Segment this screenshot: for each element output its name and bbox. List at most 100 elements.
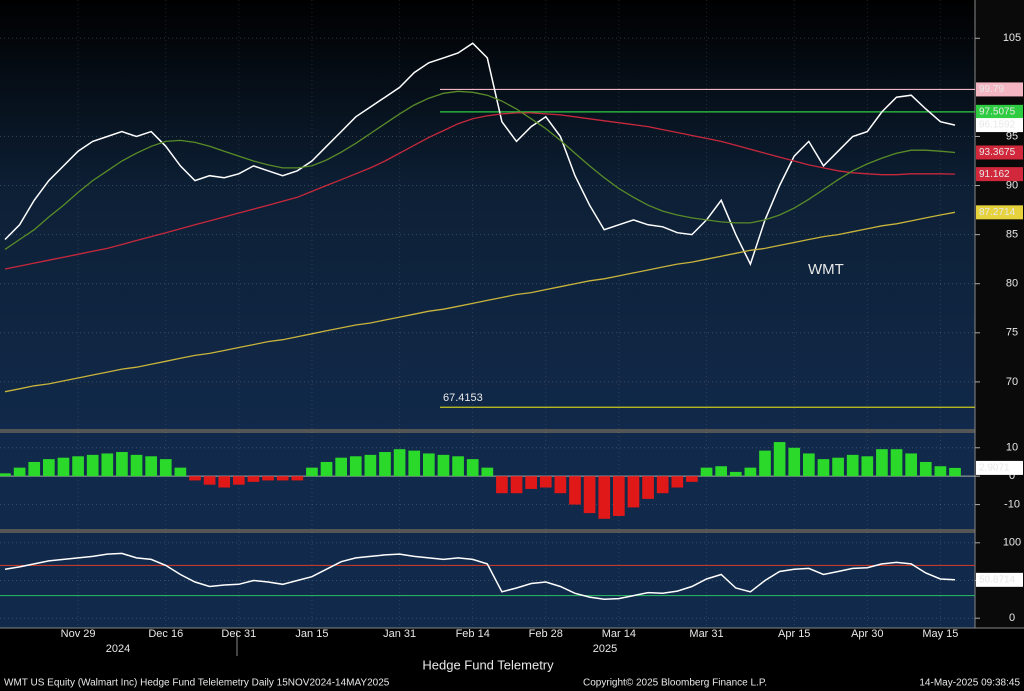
last-value-label: 87.2714 (979, 207, 1016, 218)
y-tick-label: 85 (1006, 229, 1018, 241)
footer-right: 14-May-2025 09:38:45 (919, 678, 1020, 689)
price-line (4, 552, 956, 601)
hist-bar (510, 476, 523, 494)
last-value-label: 93.3675 (979, 147, 1016, 158)
y-tick-label: 10 (1006, 442, 1018, 454)
x-tick-label: Apr 30 (851, 628, 883, 640)
last-value-label-box (976, 167, 1023, 182)
last-value-label-box (976, 572, 1023, 587)
hist-bar (671, 476, 684, 488)
hist-bar (306, 467, 318, 477)
last-value-label-box (976, 205, 1023, 220)
y-tick-label: 70 (1006, 376, 1018, 388)
hist-bar (846, 454, 859, 477)
separator (0, 529, 975, 533)
average-line (4, 90, 956, 250)
level-label: 99.79 (979, 84, 1004, 95)
hist-bar (861, 456, 874, 477)
hist-bar (613, 476, 625, 516)
hist-bar (335, 457, 347, 477)
year-label: 2025 (593, 643, 617, 655)
last-value-label-box (976, 460, 1023, 475)
hist-bar (729, 471, 742, 477)
hist-bar (569, 476, 581, 505)
hist-bar (627, 476, 640, 508)
separator (0, 429, 975, 433)
hist-bar (218, 476, 231, 488)
y-tick-label: 95 (1006, 130, 1018, 142)
hist-bar (759, 450, 771, 477)
hist-bar (291, 476, 304, 481)
hist-bar (101, 453, 114, 477)
y-tick-label: 75 (1006, 327, 1018, 339)
hist-bar (744, 467, 757, 477)
x-tick-label: Dec 31 (221, 628, 256, 640)
hist-bar (247, 476, 260, 482)
hist-bar (189, 476, 201, 481)
hist-bar (349, 456, 362, 477)
x-tick-label: Jan 31 (383, 628, 416, 640)
hist-bar (233, 476, 245, 485)
last-value-label: 96.1592 (979, 120, 1016, 131)
hist-bar (57, 457, 70, 477)
hist-bar (890, 449, 903, 477)
hist-bar (423, 453, 435, 477)
hist-bar (72, 456, 84, 477)
hist-bar (539, 476, 552, 488)
average-line (4, 211, 956, 393)
hist-bar (919, 461, 932, 477)
hist-bar (642, 476, 654, 499)
hist-bar (159, 459, 172, 477)
hist-bar (656, 476, 669, 494)
hist-bar (905, 453, 917, 477)
hist-bar (174, 467, 187, 477)
hist-bar (598, 476, 611, 519)
last-value-label-box (976, 145, 1023, 160)
x-tick-label: Dec 16 (148, 628, 183, 640)
hist-bar (700, 467, 713, 477)
hist-bar (583, 476, 596, 514)
hist-bar (0, 473, 11, 477)
hist-bar (379, 452, 391, 477)
y-tick-label: 100 (1003, 537, 1021, 549)
last-value-label: 50.8714 (979, 574, 1016, 585)
level-label: 67.4153 (443, 392, 483, 404)
hist-bar (876, 449, 888, 477)
hist-bar (320, 461, 333, 477)
last-value-label: 91.162 (979, 169, 1010, 180)
hist-bar (496, 476, 508, 494)
average-line (4, 112, 956, 270)
hist-bar (554, 476, 567, 494)
x-tick-label: Mar 14 (602, 628, 636, 640)
year-label: 2024 (106, 643, 130, 655)
footer-left: WMT US Equity (Walmart Inc) Hedge Fund T… (4, 678, 390, 689)
hist-bar (116, 452, 128, 477)
y-tick-label: -10 (1004, 498, 1020, 510)
hist-bar (145, 456, 157, 477)
hist-bar (28, 461, 41, 477)
hist-bar (773, 442, 786, 477)
hist-bar (832, 457, 844, 477)
hist-bar (13, 467, 26, 477)
hist-bar (525, 476, 537, 489)
y-tick-label: 0 (1009, 470, 1015, 482)
last-value-label-box (976, 118, 1023, 133)
level-label: 97.5075 (979, 106, 1016, 117)
hist-bar (262, 476, 274, 481)
y-tick-label: 0 (1009, 612, 1015, 624)
hist-bar (364, 454, 377, 477)
hist-bar (86, 454, 99, 477)
hist-bar (934, 466, 947, 477)
hist-bar (788, 447, 801, 477)
x-tick-label: May 15 (922, 628, 958, 640)
hist-bar (276, 476, 289, 481)
hist-bar (803, 453, 815, 477)
y-tick-label: 90 (1006, 179, 1018, 191)
level-label-box (976, 104, 1023, 119)
hist-bar (466, 459, 479, 477)
hist-bar (949, 467, 961, 477)
level-label-box (976, 82, 1023, 97)
hist-panel (0, 433, 975, 529)
